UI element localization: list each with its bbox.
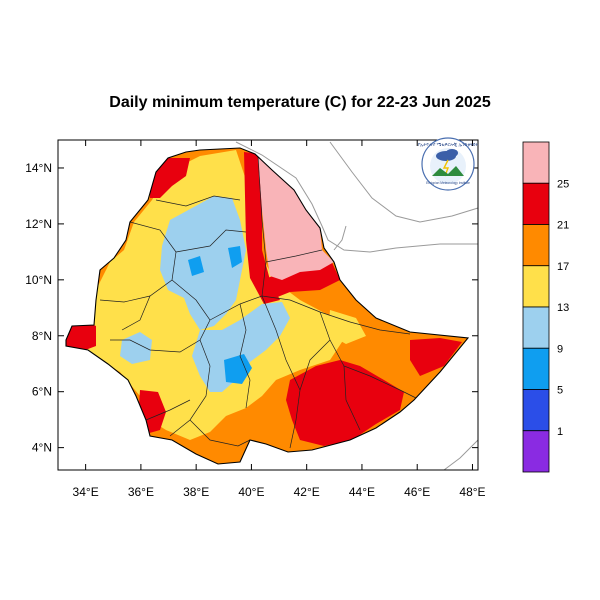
border-line xyxy=(121,295,151,331)
colorbar-swatch xyxy=(522,430,550,473)
border-line xyxy=(343,365,361,431)
border-line xyxy=(155,195,241,207)
zone-above-25-afar xyxy=(258,156,334,280)
colorbar-swatch xyxy=(522,389,550,432)
zone-5-9-patch-b xyxy=(228,246,242,268)
ethiopian-meteorology-institute-logo: የኢትዮጵያ ሜቴዎሮሎጂ ኢንስቲትዩት Ethiopian Meteorol… xyxy=(418,137,479,191)
colorbar-label: 17 xyxy=(557,261,569,273)
border-line xyxy=(265,249,323,263)
x-tick-label: 42°E xyxy=(294,485,320,499)
border-line xyxy=(189,419,251,447)
x-tick-label: 44°E xyxy=(349,485,375,499)
plot-frame xyxy=(57,139,479,471)
arabian-coast xyxy=(329,141,479,223)
zone-21-25-rift xyxy=(244,152,280,304)
border-line xyxy=(261,295,301,449)
cloud-icon-part xyxy=(446,149,458,157)
zone-9-13-central xyxy=(192,302,290,392)
x-tick-label: 48°E xyxy=(459,485,485,499)
lightning-icon xyxy=(442,159,450,177)
map-title: Daily minimum temperature (C) for 22-23 … xyxy=(109,94,491,111)
x-tick-label: 38°E xyxy=(183,485,209,499)
y-axis: 14°N 12°N 10°N 8°N 6°N 4°N xyxy=(25,161,478,455)
colorbar-label: 5 xyxy=(557,385,563,397)
y-tick-label: 10°N xyxy=(25,273,52,287)
colorbar-label: 9 xyxy=(557,343,563,355)
border-line xyxy=(349,321,411,335)
y-tick-label: 14°N xyxy=(25,161,52,175)
x-tick-label: 46°E xyxy=(404,485,430,499)
y-tick-label: 8°N xyxy=(32,329,52,343)
colorbar-swatch xyxy=(522,141,550,184)
x-tick-label: 40°E xyxy=(238,485,264,499)
mountain-icon xyxy=(432,166,464,176)
colorbar-swatch xyxy=(522,182,550,225)
border-line xyxy=(239,303,251,409)
zone-21-25-east xyxy=(410,338,462,376)
temperature-field xyxy=(66,148,468,464)
red-sea-coast xyxy=(235,141,478,253)
colorbar-swatch xyxy=(522,347,550,390)
border-line xyxy=(169,339,211,437)
colorbar-label: 25 xyxy=(557,178,569,190)
colorbar: 25 21 17 13 9 5 1 xyxy=(522,141,569,473)
y-tick-label: 4°N xyxy=(32,441,52,455)
border-line xyxy=(175,229,247,253)
coastline-lines xyxy=(235,141,479,471)
border-line xyxy=(209,295,351,323)
zone-5-9-patch-c xyxy=(188,256,204,276)
zone-21-25-southeast xyxy=(286,360,404,446)
border-line xyxy=(110,279,211,353)
colorbar-label: 1 xyxy=(557,426,563,438)
y-tick-label: 12°N xyxy=(25,217,52,231)
colorbar-swatch xyxy=(522,265,550,308)
zone-13-17-southeast-patch xyxy=(328,310,366,344)
border-line xyxy=(299,339,331,391)
x-axis: 34°E 36°E 38°E 40°E 42°E 44°E 46°E 48°E xyxy=(73,140,486,499)
logo-text-bottom: Ethiopian Meteorology Institute xyxy=(426,181,470,185)
x-tick-label: 34°E xyxy=(73,485,99,499)
zone-5-9-patch-a xyxy=(224,354,252,384)
border-line xyxy=(319,311,421,401)
logo-text-top: የኢትዮጵያ ሜቴዎሮሎጂ ኢንስቲትዩት xyxy=(418,142,479,147)
border-line xyxy=(145,399,191,421)
x-tick-label: 36°E xyxy=(128,485,154,499)
colorbar-label: 13 xyxy=(557,302,569,314)
colorbar-swatch xyxy=(522,224,550,267)
colorbar-swatch xyxy=(522,306,550,349)
zone-9-13-highland-north xyxy=(160,196,246,330)
somalia-coast xyxy=(443,439,479,471)
border-line xyxy=(257,155,267,297)
y-tick-label: 6°N xyxy=(32,385,52,399)
colorbar-label: 21 xyxy=(557,220,569,232)
yemen-coast xyxy=(333,225,347,251)
admin-borders xyxy=(99,155,421,449)
